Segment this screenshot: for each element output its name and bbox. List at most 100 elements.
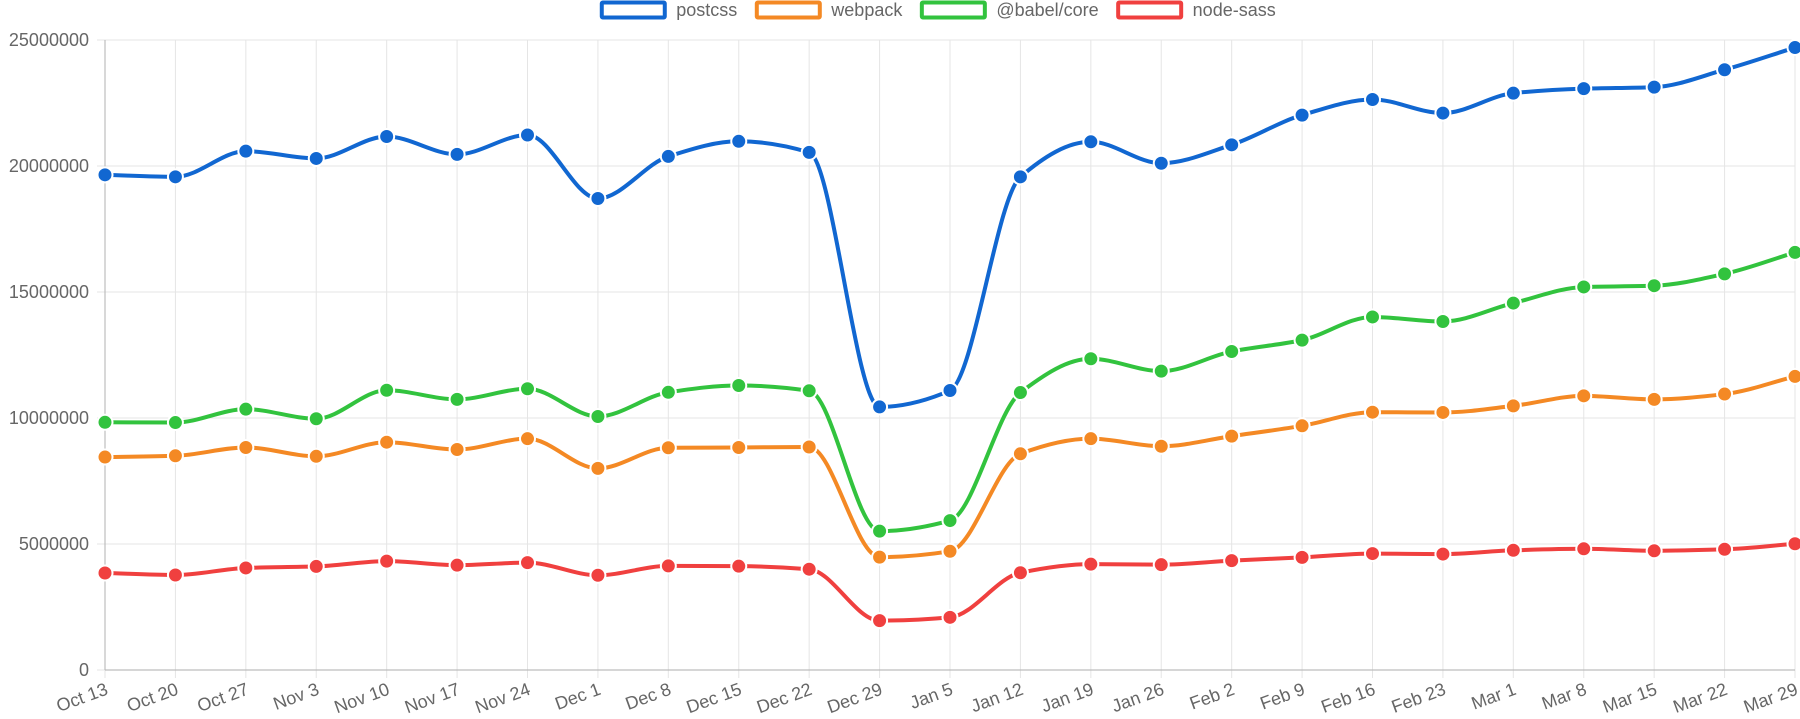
data-point[interactable] <box>238 440 253 455</box>
data-point[interactable] <box>1576 541 1591 556</box>
data-point[interactable] <box>1295 418 1310 433</box>
data-point[interactable] <box>1365 405 1380 420</box>
data-point[interactable] <box>1506 86 1521 101</box>
series-postcss[interactable] <box>98 40 1800 414</box>
data-point[interactable] <box>379 554 394 569</box>
data-point[interactable] <box>98 167 113 182</box>
data-point[interactable] <box>450 442 465 457</box>
data-point[interactable] <box>238 144 253 159</box>
data-point[interactable] <box>1013 446 1028 461</box>
data-point[interactable] <box>1717 542 1732 557</box>
data-point[interactable] <box>1154 364 1169 379</box>
data-point[interactable] <box>1506 543 1521 558</box>
data-point[interactable] <box>1435 405 1450 420</box>
data-point[interactable] <box>872 613 887 628</box>
data-point[interactable] <box>1295 333 1310 348</box>
data-point[interactable] <box>731 134 746 149</box>
data-point[interactable] <box>450 392 465 407</box>
data-point[interactable] <box>802 439 817 454</box>
data-point[interactable] <box>1576 279 1591 294</box>
data-point[interactable] <box>872 524 887 539</box>
data-point[interactable] <box>168 448 183 463</box>
data-point[interactable] <box>98 450 113 465</box>
data-point[interactable] <box>1365 309 1380 324</box>
data-point[interactable] <box>943 544 958 559</box>
data-point[interactable] <box>802 145 817 160</box>
data-point[interactable] <box>1083 134 1098 149</box>
legend-item[interactable]: node-sass <box>1118 0 1276 20</box>
data-point[interactable] <box>590 568 605 583</box>
data-point[interactable] <box>1647 392 1662 407</box>
data-point[interactable] <box>590 409 605 424</box>
data-point[interactable] <box>802 562 817 577</box>
data-point[interactable] <box>1013 565 1028 580</box>
data-point[interactable] <box>1365 546 1380 561</box>
data-point[interactable] <box>1717 62 1732 77</box>
data-point[interactable] <box>238 402 253 417</box>
data-point[interactable] <box>731 378 746 393</box>
data-point[interactable] <box>1154 439 1169 454</box>
data-point[interactable] <box>1295 108 1310 123</box>
data-point[interactable] <box>1224 553 1239 568</box>
data-point[interactable] <box>1435 106 1450 121</box>
data-point[interactable] <box>943 383 958 398</box>
data-point[interactable] <box>1154 557 1169 572</box>
data-point[interactable] <box>1647 543 1662 558</box>
data-point[interactable] <box>1717 387 1732 402</box>
data-point[interactable] <box>1295 550 1310 565</box>
data-point[interactable] <box>238 560 253 575</box>
data-point[interactable] <box>1788 369 1800 384</box>
data-point[interactable] <box>520 128 535 143</box>
data-point[interactable] <box>1506 296 1521 311</box>
data-point[interactable] <box>168 169 183 184</box>
data-point[interactable] <box>731 559 746 574</box>
data-point[interactable] <box>1083 351 1098 366</box>
legend-item[interactable]: postcss <box>602 0 738 20</box>
data-point[interactable] <box>1224 344 1239 359</box>
data-point[interactable] <box>1083 431 1098 446</box>
data-point[interactable] <box>661 440 676 455</box>
data-point[interactable] <box>520 555 535 570</box>
data-point[interactable] <box>309 151 324 166</box>
data-point[interactable] <box>1224 429 1239 444</box>
data-point[interactable] <box>168 567 183 582</box>
data-point[interactable] <box>1576 388 1591 403</box>
data-point[interactable] <box>450 147 465 162</box>
data-point[interactable] <box>943 610 958 625</box>
data-point[interactable] <box>590 461 605 476</box>
data-point[interactable] <box>450 558 465 573</box>
data-point[interactable] <box>98 565 113 580</box>
data-point[interactable] <box>661 149 676 164</box>
data-point[interactable] <box>520 381 535 396</box>
data-point[interactable] <box>872 399 887 414</box>
data-point[interactable] <box>1647 80 1662 95</box>
data-point[interactable] <box>379 129 394 144</box>
data-point[interactable] <box>661 385 676 400</box>
data-point[interactable] <box>1435 547 1450 562</box>
data-point[interactable] <box>1083 557 1098 572</box>
data-point[interactable] <box>379 435 394 450</box>
data-point[interactable] <box>1154 156 1169 171</box>
legend-item[interactable]: @babel/core <box>922 0 1099 20</box>
data-point[interactable] <box>309 559 324 574</box>
data-point[interactable] <box>309 449 324 464</box>
data-point[interactable] <box>98 415 113 430</box>
data-point[interactable] <box>1224 137 1239 152</box>
data-point[interactable] <box>379 383 394 398</box>
data-point[interactable] <box>802 383 817 398</box>
data-point[interactable] <box>1576 81 1591 96</box>
data-point[interactable] <box>1435 314 1450 329</box>
data-point[interactable] <box>590 191 605 206</box>
data-point[interactable] <box>1647 278 1662 293</box>
data-point[interactable] <box>1717 266 1732 281</box>
data-point[interactable] <box>168 415 183 430</box>
data-point[interactable] <box>1788 40 1800 55</box>
data-point[interactable] <box>1788 536 1800 551</box>
data-point[interactable] <box>309 411 324 426</box>
data-point[interactable] <box>731 440 746 455</box>
data-point[interactable] <box>872 550 887 565</box>
data-point[interactable] <box>1365 92 1380 107</box>
data-point[interactable] <box>943 513 958 528</box>
data-point[interactable] <box>1788 245 1800 260</box>
